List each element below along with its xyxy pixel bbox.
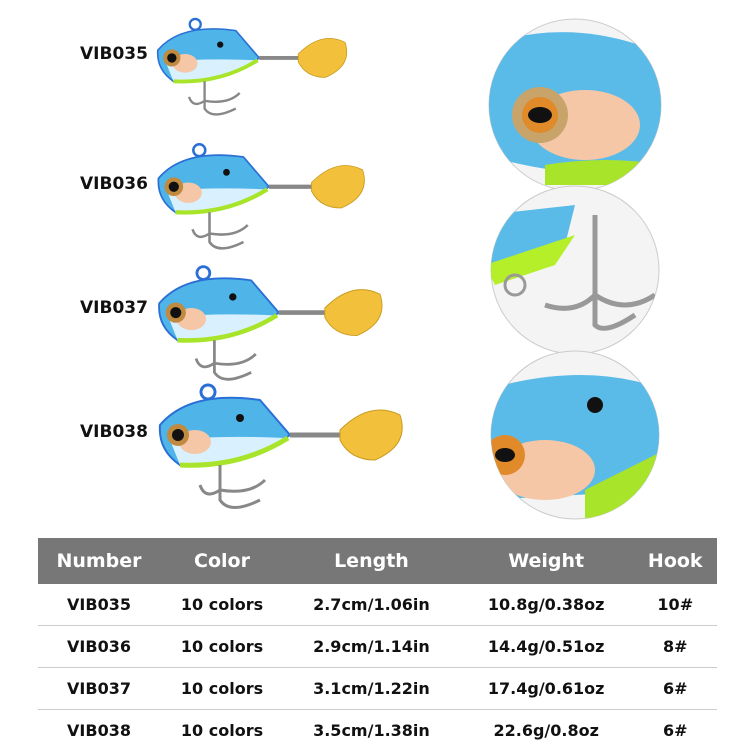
model-label: VIB038 <box>80 422 148 442</box>
table-cell: VIB036 <box>38 625 160 668</box>
model-label: VIB036 <box>80 174 148 194</box>
table-cell: 14.4g/0.51oz <box>458 625 634 668</box>
header-number: Number <box>38 538 160 584</box>
header-length: Length <box>284 538 459 584</box>
table-cell: 10 colors <box>160 625 285 668</box>
lure-image <box>156 17 348 116</box>
header-hook: Hook <box>633 538 717 584</box>
table-cell: VIB037 <box>38 667 160 710</box>
table-row: VIB038 10 colors 3.5cm/1.38in 22.6g/0.8oz 6# <box>38 709 717 750</box>
detail-eye-circle <box>488 18 662 192</box>
table-cell: 2.9cm/1.14in <box>284 625 459 668</box>
table-cell: 10.8g/0.38oz <box>458 584 634 626</box>
detail-body-circle <box>490 350 660 520</box>
table-cell: 3.5cm/1.38in <box>284 709 459 750</box>
table-header-row: Number Color Length Weight Hook <box>38 538 717 584</box>
table-cell: 6# <box>633 667 717 710</box>
table-cell: 22.6g/0.8oz <box>458 709 634 750</box>
detail-hook-circle <box>490 185 660 355</box>
table-cell: 10# <box>633 584 717 626</box>
table-row: VIB035 10 colors 2.7cm/1.06in 10.8g/0.38oz 1… <box>38 584 717 626</box>
model-label: VIB037 <box>80 298 148 318</box>
table-row: VIB037 10 colors 3.1cm/1.22in 17.4g/0.61oz 6… <box>38 667 717 710</box>
header-color: Color <box>160 538 285 584</box>
table-cell: 2.7cm/1.06in <box>284 584 459 626</box>
lure-image <box>158 383 403 509</box>
table-cell: 6# <box>633 709 717 750</box>
table-cell: 10 colors <box>160 584 285 626</box>
table-cell: 10 colors <box>160 667 285 710</box>
table-cell: 8# <box>633 625 717 668</box>
table-row: VIB036 10 colors 2.9cm/1.14in 14.4g/0.51oz 8… <box>38 625 717 668</box>
header-weight: Weight <box>458 538 634 584</box>
spec-table: Number Color Length Weight Hook VIB035 10… <box>38 538 717 750</box>
table-cell: VIB038 <box>38 709 160 750</box>
model-label: VIB035 <box>80 44 148 64</box>
lure-image <box>157 142 365 250</box>
table-cell: 10 colors <box>160 709 285 750</box>
table-cell: 17.4g/0.61oz <box>458 667 634 710</box>
table-cell: 3.1cm/1.22in <box>284 667 459 710</box>
table-cell: VIB035 <box>38 584 160 626</box>
lure-image <box>158 265 383 381</box>
